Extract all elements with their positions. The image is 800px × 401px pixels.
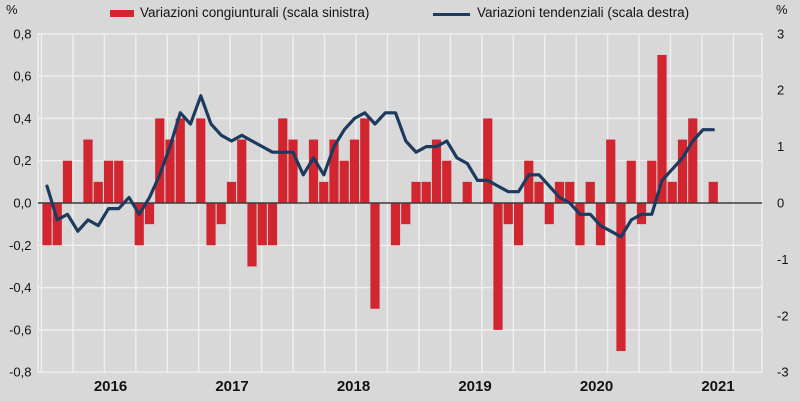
bar-congiunturale — [103, 160, 114, 203]
bar-congiunturale — [196, 118, 206, 203]
legend-label-tendenziali: Variazioni tendenziali (scala destra) — [477, 5, 690, 20]
bar-congiunturale — [267, 203, 278, 246]
bar-congiunturale — [247, 203, 257, 267]
bar-congiunturale — [360, 118, 370, 203]
right-axis-tick-label: -1 — [777, 252, 789, 267]
legend-bar-swatch-icon — [110, 10, 134, 17]
left-axis-tick-label: -0,2 — [9, 238, 31, 253]
left-axis-tick-label: -0,6 — [9, 322, 31, 337]
bar-congiunturale — [93, 181, 103, 203]
bar-congiunturale — [114, 160, 124, 203]
bar-congiunturale — [155, 118, 165, 203]
bar-congiunturale — [503, 203, 513, 225]
bar-congiunturale — [493, 203, 503, 330]
left-axis-tick-label: -0,4 — [9, 280, 31, 295]
x-axis-year-label: 2020 — [580, 378, 613, 395]
bar-congiunturale — [390, 203, 401, 246]
x-axis-year-label: 2017 — [215, 378, 248, 395]
bar-congiunturale — [165, 139, 175, 203]
bar-congiunturale — [278, 118, 288, 203]
bar-congiunturale — [462, 181, 472, 203]
right-axis-tick-label: 1 — [777, 139, 784, 154]
bar-congiunturale — [237, 139, 247, 203]
right-axis-tick-label: -2 — [777, 308, 789, 323]
bar-congiunturale — [442, 160, 452, 203]
bar-congiunturale — [308, 139, 319, 203]
bar-congiunturale — [288, 139, 298, 203]
bar-congiunturale — [616, 203, 626, 352]
bar-congiunturale — [534, 181, 544, 203]
bar-congiunturale — [42, 203, 52, 246]
left-axis-tick-label: 0,6 — [13, 69, 31, 84]
bar-congiunturale — [647, 160, 657, 203]
legend-label-congiunturali: Variazioni congiunturali (scala sinistra… — [140, 5, 370, 20]
bar-congiunturale — [575, 203, 585, 246]
bar-congiunturale — [688, 118, 698, 203]
bar-congiunturale — [83, 139, 93, 203]
bar-congiunturale — [606, 139, 616, 203]
bar-congiunturale — [144, 203, 155, 225]
left-axis-tick-label: 0,8 — [13, 26, 31, 41]
bar-congiunturale — [52, 203, 62, 246]
bar-congiunturale — [175, 118, 185, 203]
x-axis-year-label: 2016 — [94, 378, 127, 395]
bar-congiunturale — [677, 139, 688, 203]
bar-congiunturale — [370, 203, 380, 309]
left-axis-tick-label: 0,0 — [13, 196, 31, 211]
bar-congiunturale — [708, 181, 718, 203]
bar-congiunturale — [319, 181, 329, 203]
bar-congiunturale — [349, 139, 360, 203]
left-axis-unit-label: % — [6, 2, 18, 17]
x-axis-year-label: 2018 — [337, 378, 370, 395]
bar-congiunturale — [257, 203, 267, 246]
right-axis-tick-label: -3 — [777, 365, 789, 380]
left-axis-tick-label: -0,8 — [9, 365, 31, 380]
bar-congiunturale — [421, 181, 431, 203]
right-axis-tick-label: 3 — [777, 26, 784, 41]
bar-congiunturale — [206, 203, 216, 246]
bar-congiunturale — [626, 160, 636, 203]
bar-congiunturale — [554, 181, 565, 203]
bar-congiunturale — [339, 160, 349, 203]
right-axis-tick-label: 2 — [777, 83, 784, 98]
bar-congiunturale — [431, 139, 442, 203]
bar-congiunturale — [401, 203, 411, 225]
bar-congiunturale — [544, 203, 554, 225]
right-axis-unit-label: % — [776, 2, 788, 17]
bar-congiunturale — [226, 181, 237, 203]
bar-congiunturale — [411, 181, 421, 203]
bar-congiunturale — [216, 203, 226, 225]
bar-congiunturale — [565, 181, 575, 203]
legend-line-swatch-icon — [433, 13, 470, 16]
line-tendenziale — [45, 94, 715, 239]
left-axis-tick-label: 0,4 — [13, 111, 31, 126]
bar-congiunturale — [513, 203, 524, 246]
bar-congiunturale — [483, 118, 493, 203]
left-axis-tick-label: 0,2 — [13, 153, 31, 168]
bar-congiunturale — [329, 139, 339, 203]
bar-congiunturale — [667, 181, 677, 203]
x-axis-year-label: 2019 — [458, 378, 491, 395]
x-axis-year-label: 2021 — [701, 378, 734, 395]
bar-congiunturale — [62, 160, 73, 203]
bar-congiunturale — [585, 181, 595, 203]
bar-congiunturale — [524, 160, 534, 203]
right-axis-tick-label: 0 — [777, 196, 784, 211]
bar-congiunturale — [134, 203, 144, 246]
bar-congiunturale — [657, 54, 667, 204]
